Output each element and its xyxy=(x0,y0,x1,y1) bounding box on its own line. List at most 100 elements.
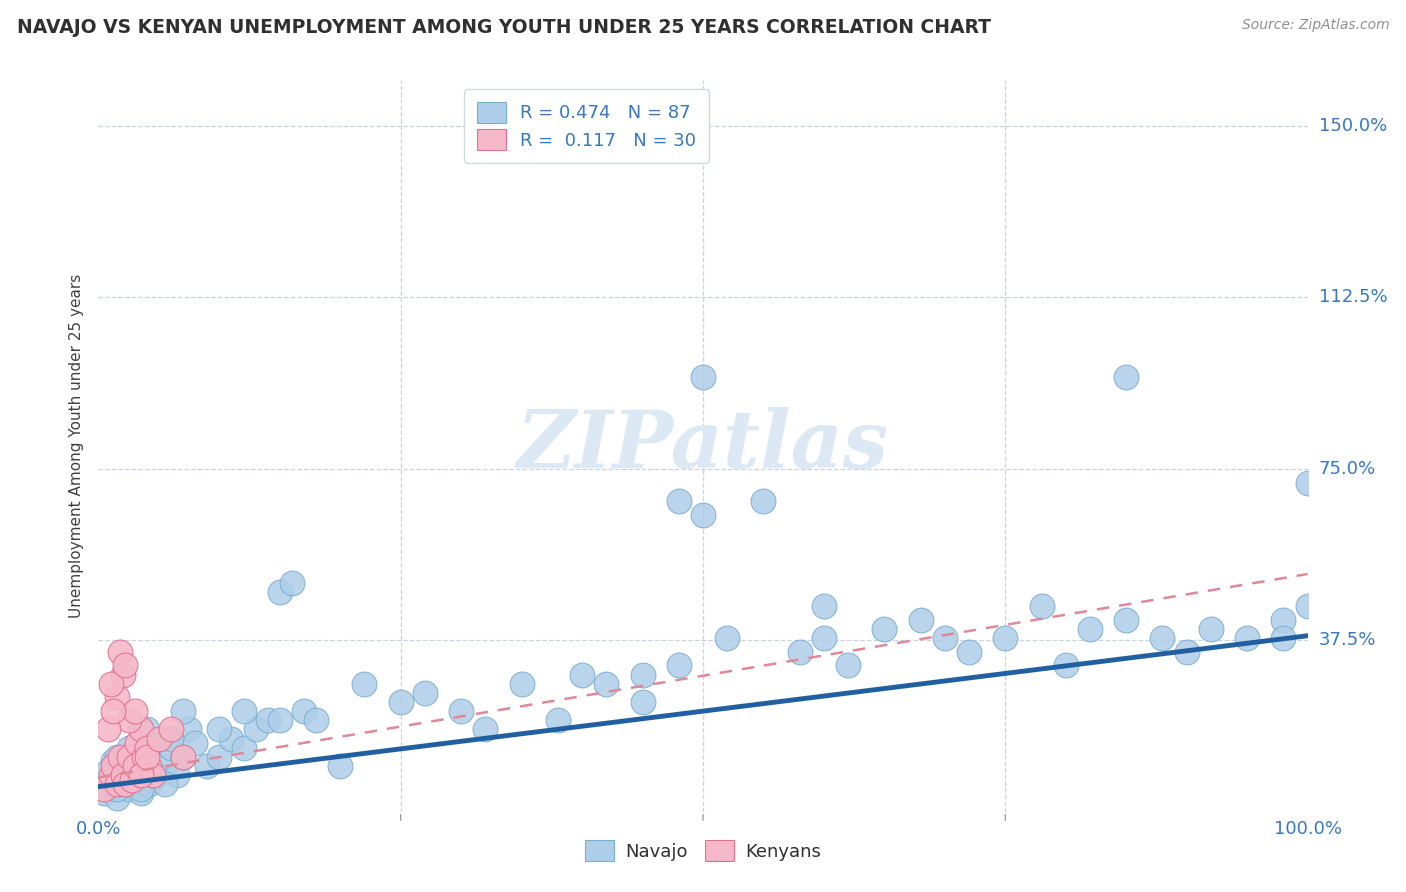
Point xyxy=(129,768,152,782)
Point xyxy=(142,768,165,782)
Point xyxy=(153,777,176,791)
Point xyxy=(114,759,136,773)
Point xyxy=(93,781,115,796)
Point xyxy=(474,723,496,737)
Text: ZIPatlas: ZIPatlas xyxy=(517,408,889,484)
Point xyxy=(135,749,157,764)
Point xyxy=(269,714,291,728)
Point xyxy=(305,714,328,728)
Point xyxy=(108,749,131,764)
Point xyxy=(105,777,128,791)
Point xyxy=(124,759,146,773)
Point xyxy=(1115,370,1137,384)
Point xyxy=(105,781,128,796)
Point xyxy=(129,787,152,801)
Point xyxy=(292,704,315,718)
Point xyxy=(910,613,932,627)
Point xyxy=(148,731,170,746)
Point xyxy=(100,777,122,791)
Point xyxy=(135,723,157,737)
Point xyxy=(232,704,254,718)
Point xyxy=(547,714,569,728)
Point xyxy=(166,768,188,782)
Point xyxy=(789,645,811,659)
Point xyxy=(124,704,146,718)
Point xyxy=(142,768,165,782)
Text: Source: ZipAtlas.com: Source: ZipAtlas.com xyxy=(1241,18,1389,32)
Point xyxy=(134,749,156,764)
Point xyxy=(245,723,267,737)
Point xyxy=(1031,599,1053,613)
Point xyxy=(1296,475,1319,490)
Point xyxy=(101,755,124,769)
Point xyxy=(97,723,120,737)
Point xyxy=(1236,631,1258,645)
Point xyxy=(1078,622,1101,636)
Point xyxy=(160,740,183,755)
Point xyxy=(329,759,352,773)
Point xyxy=(595,676,617,690)
Point xyxy=(1296,599,1319,613)
Point xyxy=(281,576,304,591)
Point xyxy=(118,781,141,796)
Point xyxy=(160,723,183,737)
Point xyxy=(138,777,160,791)
Point xyxy=(668,493,690,508)
Text: 112.5%: 112.5% xyxy=(1319,288,1388,307)
Point xyxy=(221,731,243,746)
Point xyxy=(97,764,120,778)
Point xyxy=(873,622,896,636)
Point xyxy=(631,667,654,681)
Point xyxy=(177,723,201,737)
Point xyxy=(269,585,291,599)
Point xyxy=(135,777,157,791)
Point xyxy=(1115,613,1137,627)
Point xyxy=(111,768,134,782)
Point xyxy=(1199,622,1222,636)
Text: 75.0%: 75.0% xyxy=(1319,460,1376,478)
Point xyxy=(101,704,124,718)
Point xyxy=(135,740,157,755)
Point xyxy=(510,676,533,690)
Point xyxy=(934,631,956,645)
Point xyxy=(118,740,141,755)
Point xyxy=(1054,658,1077,673)
Point xyxy=(145,768,167,782)
Point xyxy=(994,631,1017,645)
Point xyxy=(118,772,141,787)
Point xyxy=(353,676,375,690)
Legend: Navajo, Kenyans: Navajo, Kenyans xyxy=(578,833,828,869)
Point xyxy=(105,690,128,705)
Point xyxy=(153,759,176,773)
Point xyxy=(813,599,835,613)
Point xyxy=(108,768,131,782)
Point xyxy=(114,658,136,673)
Text: NAVAJO VS KENYAN UNEMPLOYMENT AMONG YOUTH UNDER 25 YEARS CORRELATION CHART: NAVAJO VS KENYAN UNEMPLOYMENT AMONG YOUT… xyxy=(17,18,991,37)
Point xyxy=(1272,631,1295,645)
Point xyxy=(256,714,278,728)
Point xyxy=(138,759,160,773)
Text: 37.5%: 37.5% xyxy=(1319,632,1376,649)
Point xyxy=(121,772,143,787)
Point xyxy=(105,749,128,764)
Point xyxy=(160,731,183,746)
Point xyxy=(1272,613,1295,627)
Point xyxy=(692,370,714,384)
Point xyxy=(172,704,194,718)
Point xyxy=(631,695,654,709)
Point xyxy=(134,749,156,764)
Point xyxy=(172,749,194,764)
Point xyxy=(1152,631,1174,645)
Point xyxy=(129,781,152,796)
Point xyxy=(208,749,231,764)
Point xyxy=(105,791,128,805)
Point xyxy=(692,508,714,522)
Point xyxy=(121,772,143,787)
Point xyxy=(813,631,835,645)
Point xyxy=(413,686,436,700)
Point xyxy=(957,645,980,659)
Point xyxy=(124,772,146,787)
Point xyxy=(1175,645,1198,659)
Point xyxy=(108,645,131,659)
Point xyxy=(100,676,122,690)
